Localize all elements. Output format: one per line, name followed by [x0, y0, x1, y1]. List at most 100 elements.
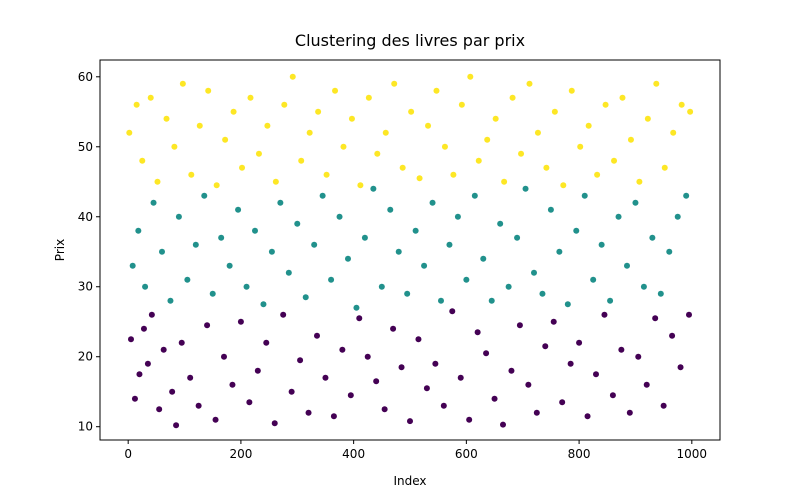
point [525, 381, 532, 388]
point [268, 248, 275, 255]
point [509, 94, 516, 101]
point [652, 315, 659, 322]
point [584, 413, 591, 420]
point [598, 241, 605, 248]
point [484, 136, 491, 143]
point [585, 122, 592, 129]
point [347, 392, 354, 399]
point [229, 381, 236, 388]
point [306, 129, 313, 136]
point [581, 192, 588, 199]
point [311, 241, 318, 248]
point [188, 171, 195, 178]
point [446, 241, 453, 248]
point [423, 385, 430, 392]
point [179, 80, 186, 87]
x-tick-label: 200 [229, 447, 252, 461]
point [280, 311, 287, 318]
point [449, 308, 456, 315]
point [315, 108, 322, 115]
point [171, 143, 178, 150]
point [271, 420, 278, 427]
point [184, 276, 191, 283]
point [576, 339, 583, 346]
point [533, 409, 540, 416]
y-tick-label: 10 [78, 420, 93, 434]
point [201, 192, 208, 199]
point [505, 283, 512, 290]
point [609, 392, 616, 399]
chart-title: Clustering des livres par prix [295, 31, 525, 50]
point [330, 413, 337, 420]
point [438, 297, 444, 304]
point [205, 87, 212, 94]
point [457, 374, 464, 381]
point [492, 115, 499, 122]
point [626, 409, 633, 416]
point [543, 164, 550, 171]
point [209, 290, 216, 297]
point [178, 339, 185, 346]
x-tick-label: 0 [124, 447, 132, 461]
point [319, 192, 326, 199]
axes-frame [99, 59, 721, 441]
point [196, 122, 203, 129]
x-tick-label: 400 [342, 447, 365, 461]
point [382, 129, 389, 136]
point [666, 248, 673, 255]
point [373, 378, 380, 385]
point [500, 421, 506, 428]
point [140, 325, 147, 332]
point [302, 294, 309, 301]
x-tick-label: 1000 [677, 447, 708, 461]
point [542, 343, 549, 350]
point [678, 101, 685, 108]
point [150, 199, 157, 206]
point [263, 339, 270, 346]
point [687, 108, 694, 115]
point [601, 311, 608, 318]
point [297, 357, 304, 364]
point [175, 213, 182, 220]
point [370, 185, 377, 192]
point [163, 115, 170, 122]
point [602, 101, 609, 108]
point [305, 409, 312, 416]
point [421, 262, 428, 269]
point [677, 364, 684, 371]
point [466, 416, 473, 423]
point [497, 220, 504, 227]
point [294, 220, 301, 227]
point [139, 157, 146, 164]
point [635, 353, 642, 360]
y-tick-label: 40 [78, 210, 93, 224]
point [618, 346, 625, 353]
point [632, 199, 639, 206]
point [195, 402, 202, 409]
point [142, 283, 149, 290]
point [281, 101, 288, 108]
point [131, 395, 138, 402]
point [640, 283, 647, 290]
point [660, 402, 667, 409]
point [415, 336, 422, 343]
point [365, 94, 372, 101]
point [289, 73, 296, 80]
point [192, 241, 199, 248]
point [226, 262, 233, 269]
point [222, 136, 229, 143]
point [551, 108, 558, 115]
point [277, 199, 284, 206]
point [531, 269, 537, 276]
point [374, 150, 381, 157]
point [246, 399, 253, 406]
y-tick-label: 50 [78, 140, 93, 154]
point [441, 143, 448, 150]
point [508, 367, 515, 374]
point [173, 422, 180, 429]
point [167, 297, 174, 304]
point [624, 262, 630, 269]
point [169, 388, 176, 395]
point [559, 399, 566, 406]
point [340, 143, 347, 150]
